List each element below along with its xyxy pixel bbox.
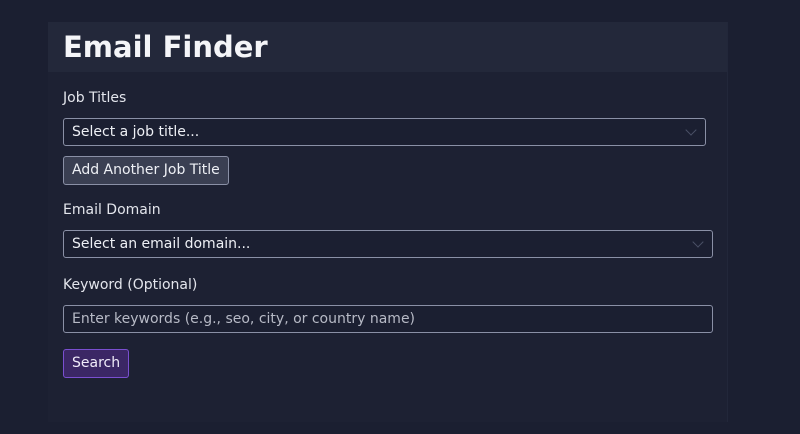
keyword-input[interactable]: Enter keywords (e.g., seo, city, or coun… (63, 305, 713, 333)
job-title-select[interactable]: Select a job title... (63, 118, 706, 146)
form-panel (48, 22, 728, 422)
email-domain-placeholder: Select an email domain... (72, 236, 251, 252)
search-button[interactable]: Search (63, 349, 130, 378)
keyword-placeholder: Enter keywords (e.g., seo, city, or coun… (72, 311, 416, 327)
email-domain-label: Email Domain (63, 202, 161, 218)
email-domain-select[interactable]: Select an email domain... (63, 230, 713, 258)
job-titles-label: Job Titles (63, 90, 127, 106)
chevron-down-icon (685, 124, 697, 136)
chevron-down-icon (692, 236, 704, 248)
keyword-label: Keyword (Optional) (63, 277, 198, 293)
job-title-placeholder: Select a job title... (72, 124, 200, 140)
add-job-title-button[interactable]: Add Another Job Title (63, 156, 229, 185)
header-bar (48, 22, 727, 72)
page-title: Email Finder (63, 30, 268, 64)
